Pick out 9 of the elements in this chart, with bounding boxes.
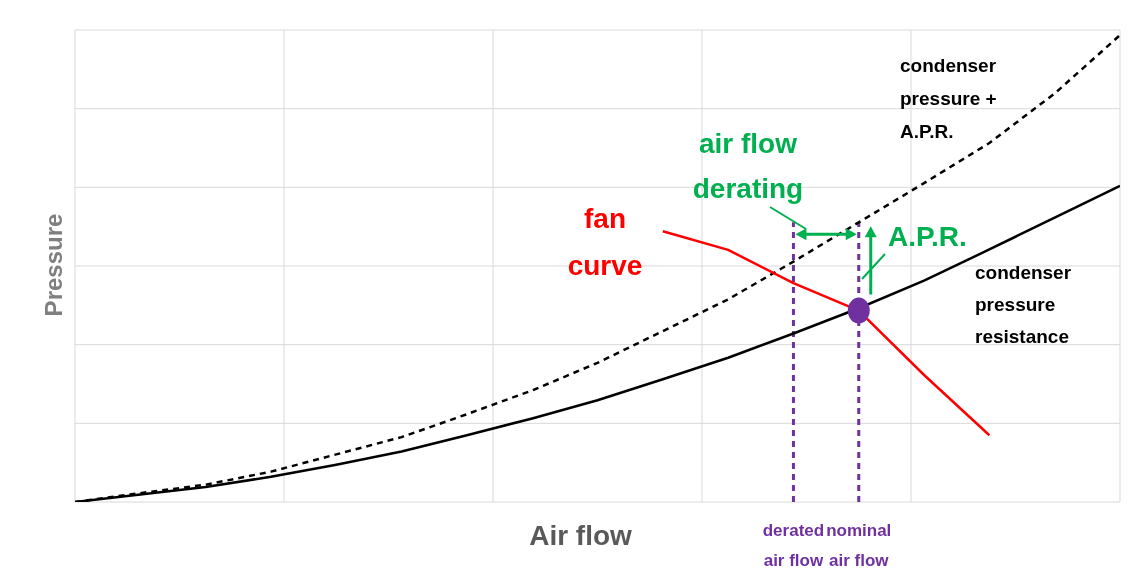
series-label: condenser pressure resistance bbox=[975, 262, 1072, 347]
y-axis-title: Pressure bbox=[40, 213, 67, 317]
x-axis-title: Air flow bbox=[529, 520, 633, 551]
x-tick-label: nominal air flow bbox=[826, 521, 892, 570]
annotation: air flow derating bbox=[692, 128, 804, 204]
series-label: condenser pressure + A.P.R. bbox=[900, 55, 997, 142]
x-tick-label: derated air flow bbox=[762, 521, 825, 570]
series-label: fan curve bbox=[567, 203, 643, 281]
annotation: A.P.R. bbox=[888, 221, 967, 252]
